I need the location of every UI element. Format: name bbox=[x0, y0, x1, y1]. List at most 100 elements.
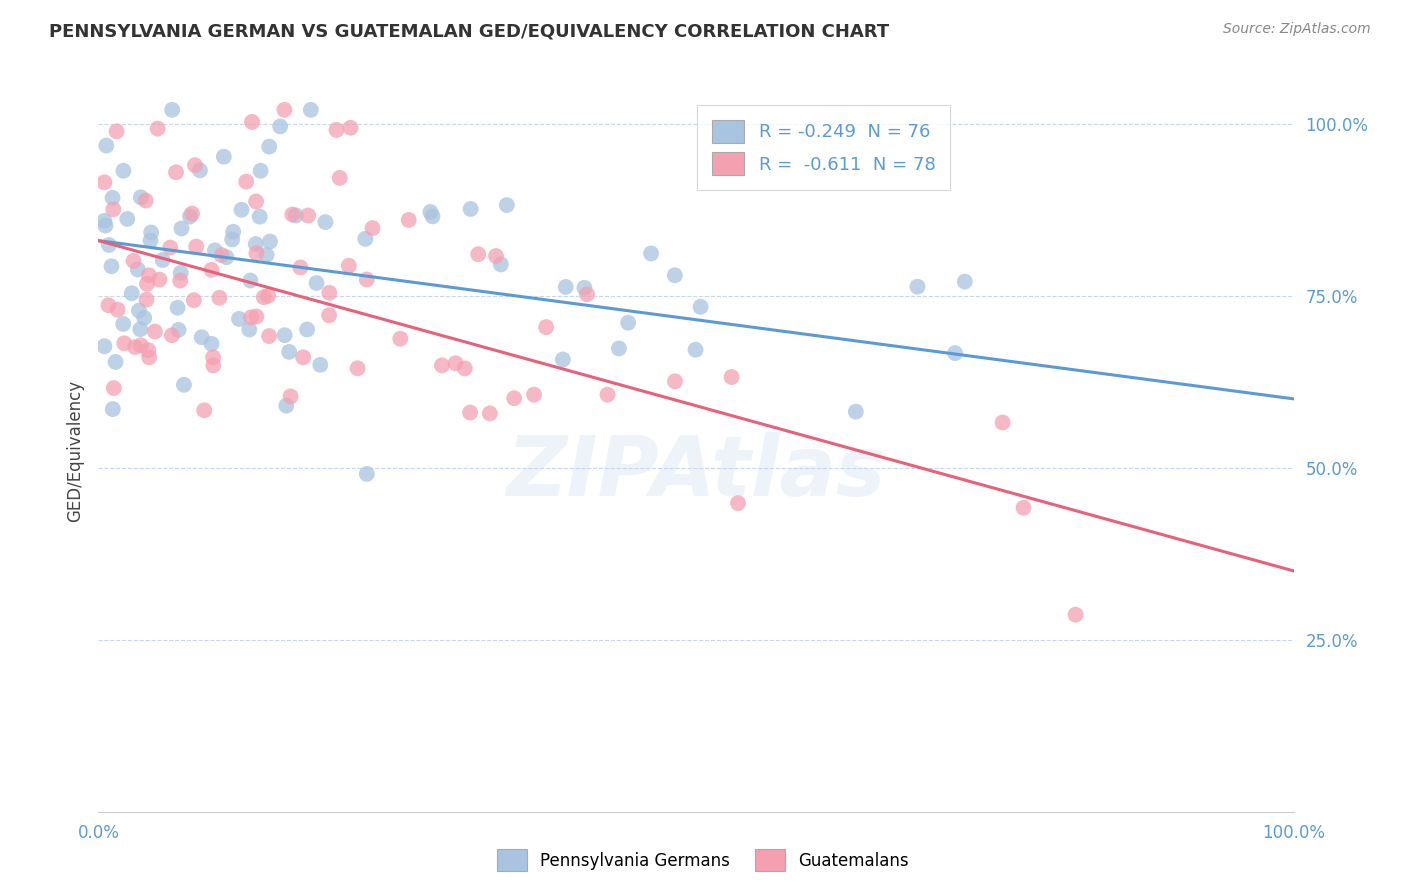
Point bbox=[249, 163, 271, 178]
Point bbox=[314, 215, 336, 229]
Point bbox=[295, 322, 318, 336]
Point bbox=[103, 381, 125, 395]
Point bbox=[97, 238, 120, 252]
Point bbox=[183, 293, 205, 308]
Legend: R = -0.249  N = 76, R =  -0.611  N = 78: R = -0.249 N = 76, R = -0.611 N = 78 bbox=[697, 105, 950, 190]
Point bbox=[1012, 500, 1035, 515]
Point bbox=[685, 343, 707, 357]
Point bbox=[143, 325, 166, 339]
Point bbox=[221, 232, 243, 246]
Point bbox=[943, 346, 966, 360]
Point bbox=[129, 190, 152, 204]
Point bbox=[112, 317, 135, 331]
Point bbox=[121, 286, 143, 301]
Point bbox=[257, 289, 280, 303]
Point bbox=[188, 163, 211, 178]
Point bbox=[190, 330, 212, 344]
Point bbox=[96, 138, 118, 153]
Point bbox=[257, 329, 280, 343]
Point bbox=[240, 310, 263, 325]
Point bbox=[212, 150, 235, 164]
Point bbox=[318, 308, 340, 322]
Point bbox=[202, 351, 225, 365]
Point bbox=[200, 262, 222, 277]
Point bbox=[159, 241, 181, 255]
Point bbox=[231, 202, 253, 217]
Point bbox=[273, 103, 295, 117]
Point bbox=[202, 359, 225, 373]
Point bbox=[93, 214, 115, 228]
Point bbox=[167, 323, 190, 337]
Point bbox=[238, 322, 260, 336]
Point bbox=[160, 103, 183, 117]
Point bbox=[204, 244, 226, 258]
Point bbox=[356, 467, 378, 481]
Point bbox=[239, 273, 262, 287]
Point bbox=[278, 344, 301, 359]
Point bbox=[259, 235, 281, 249]
Point bbox=[122, 253, 145, 268]
Point bbox=[280, 389, 302, 403]
Point bbox=[136, 277, 159, 291]
Point bbox=[309, 358, 332, 372]
Point bbox=[991, 416, 1014, 430]
Point bbox=[107, 302, 129, 317]
Point bbox=[689, 300, 711, 314]
Point bbox=[249, 210, 271, 224]
Point bbox=[489, 257, 512, 271]
Point bbox=[245, 194, 267, 209]
Point bbox=[129, 322, 152, 336]
Point bbox=[245, 246, 267, 260]
Point bbox=[184, 158, 207, 172]
Point bbox=[495, 198, 517, 212]
Point bbox=[173, 377, 195, 392]
Point bbox=[444, 356, 467, 370]
Point bbox=[454, 361, 477, 376]
Point bbox=[160, 328, 183, 343]
Point bbox=[129, 338, 152, 352]
Point bbox=[276, 399, 298, 413]
Point bbox=[112, 163, 135, 178]
Point bbox=[228, 311, 250, 326]
Point bbox=[356, 272, 378, 286]
Point bbox=[305, 276, 328, 290]
Point bbox=[273, 328, 295, 343]
Point bbox=[297, 209, 319, 223]
Point bbox=[503, 391, 526, 405]
Point bbox=[245, 237, 267, 252]
Point bbox=[240, 115, 263, 129]
Point bbox=[554, 280, 576, 294]
Text: PENNSYLVANIA GERMAN VS GUATEMALAN GED/EQUIVALENCY CORRELATION CHART: PENNSYLVANIA GERMAN VS GUATEMALAN GED/EQ… bbox=[49, 22, 890, 40]
Point bbox=[100, 260, 122, 274]
Point bbox=[104, 355, 127, 369]
Point bbox=[596, 387, 619, 401]
Point bbox=[907, 279, 929, 293]
Point bbox=[170, 221, 193, 235]
Point bbox=[135, 293, 157, 307]
Point bbox=[845, 405, 868, 419]
Point bbox=[93, 339, 115, 353]
Point bbox=[134, 310, 156, 325]
Legend: Pennsylvania Germans, Guatemalans: Pennsylvania Germans, Guatemalans bbox=[488, 841, 918, 880]
Point bbox=[281, 207, 304, 221]
Point bbox=[292, 351, 315, 365]
Point bbox=[193, 403, 215, 417]
Point bbox=[337, 259, 360, 273]
Point bbox=[253, 290, 276, 304]
Point bbox=[138, 268, 160, 283]
Point bbox=[169, 274, 191, 288]
Point bbox=[325, 123, 347, 137]
Point bbox=[136, 343, 159, 358]
Point bbox=[139, 234, 162, 248]
Point bbox=[607, 342, 630, 356]
Point bbox=[361, 221, 384, 235]
Text: ZIPAtlas: ZIPAtlas bbox=[506, 432, 886, 513]
Point bbox=[208, 291, 231, 305]
Point bbox=[124, 340, 146, 354]
Point bbox=[245, 310, 267, 324]
Point bbox=[422, 210, 444, 224]
Point bbox=[329, 170, 352, 185]
Point bbox=[152, 253, 174, 268]
Point bbox=[146, 121, 169, 136]
Point bbox=[664, 375, 686, 389]
